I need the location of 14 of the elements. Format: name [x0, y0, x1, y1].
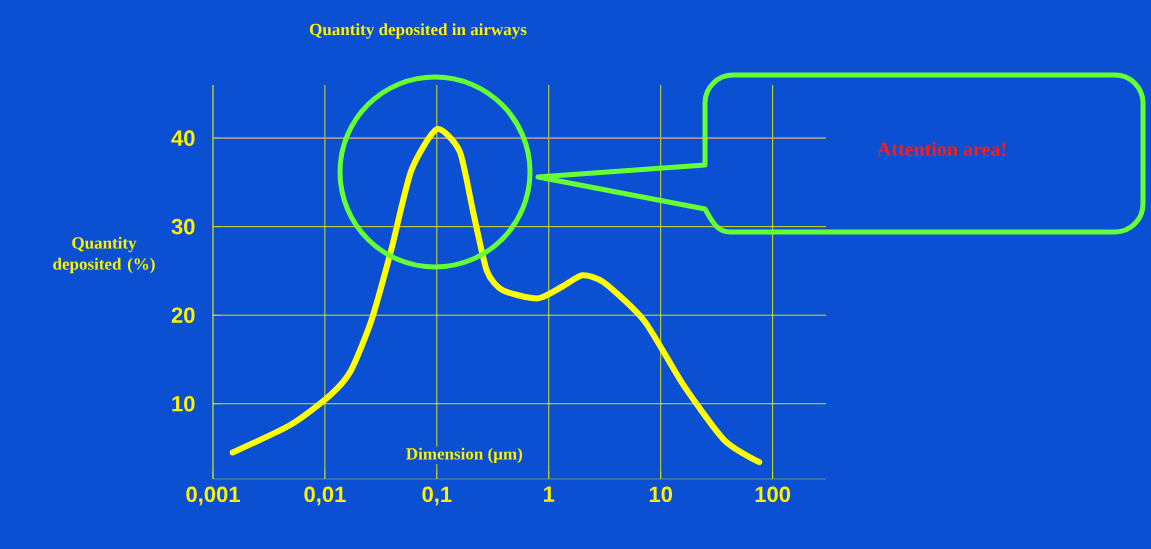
x-tick-label: 0,1 — [422, 486, 452, 506]
y-axis-title: Quantity deposited (%) — [53, 236, 155, 274]
x-tick-label: 0,01 — [304, 486, 346, 506]
x-tick-label: 100 — [755, 486, 791, 503]
x-tick-label: 0,001 — [186, 486, 240, 506]
chart-title: Quantity deposited in airways — [309, 23, 527, 39]
y-tick-label: 40 — [171, 130, 195, 146]
x-axis-title: Dimension (µm) — [406, 447, 523, 464]
y-tick-label: 10 — [172, 395, 195, 412]
y-tick-label: 20 — [171, 307, 195, 323]
x-tick-label: 10 — [649, 486, 673, 503]
x-tick-label: 1 — [544, 486, 555, 502]
text: Attention area! — [877, 141, 1006, 157]
y-tick-label: 30 — [171, 218, 195, 235]
